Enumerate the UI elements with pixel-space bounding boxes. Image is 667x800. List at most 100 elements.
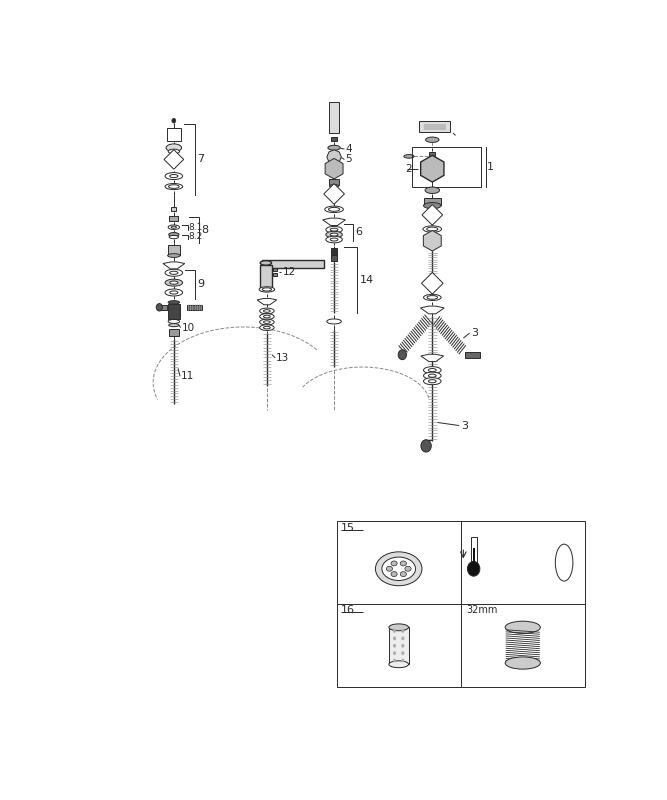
Ellipse shape	[168, 319, 179, 323]
Text: 4: 4	[346, 144, 352, 154]
Ellipse shape	[400, 572, 406, 577]
Bar	[429, 152, 436, 156]
Ellipse shape	[404, 154, 414, 158]
Ellipse shape	[424, 202, 441, 209]
Text: 13: 13	[276, 353, 289, 363]
Polygon shape	[422, 205, 443, 225]
Ellipse shape	[259, 314, 274, 319]
Ellipse shape	[169, 281, 178, 284]
Bar	[473, 548, 475, 565]
Ellipse shape	[424, 366, 441, 374]
Ellipse shape	[169, 174, 178, 178]
Ellipse shape	[428, 369, 436, 372]
Polygon shape	[164, 150, 183, 170]
Ellipse shape	[428, 380, 436, 382]
Ellipse shape	[556, 544, 573, 581]
Ellipse shape	[391, 561, 397, 566]
Polygon shape	[421, 354, 444, 362]
Ellipse shape	[329, 207, 340, 211]
Text: 2: 2	[406, 164, 412, 174]
Ellipse shape	[505, 621, 540, 634]
Ellipse shape	[424, 378, 441, 385]
Polygon shape	[323, 184, 344, 204]
Ellipse shape	[169, 235, 179, 238]
Ellipse shape	[169, 271, 178, 274]
Ellipse shape	[425, 187, 440, 194]
Text: 12: 12	[282, 267, 295, 277]
Ellipse shape	[427, 227, 438, 231]
Text: 8: 8	[201, 225, 208, 234]
Bar	[167, 127, 181, 141]
Bar	[424, 124, 446, 130]
Circle shape	[468, 562, 480, 576]
Bar	[562, 549, 567, 567]
Text: 1: 1	[487, 162, 494, 172]
Bar	[389, 627, 408, 664]
Bar	[273, 268, 277, 271]
Text: 7: 7	[197, 154, 204, 164]
Ellipse shape	[426, 137, 439, 142]
Ellipse shape	[405, 566, 411, 571]
Ellipse shape	[376, 552, 422, 586]
Ellipse shape	[171, 226, 176, 228]
Polygon shape	[325, 158, 343, 179]
Circle shape	[393, 644, 396, 648]
Ellipse shape	[165, 173, 183, 179]
Ellipse shape	[382, 557, 416, 581]
Circle shape	[156, 303, 163, 311]
Ellipse shape	[330, 238, 338, 241]
Text: 3: 3	[461, 421, 468, 430]
Bar	[171, 207, 176, 211]
Ellipse shape	[263, 321, 270, 323]
Polygon shape	[421, 155, 444, 182]
Polygon shape	[257, 298, 277, 305]
Bar	[331, 248, 338, 255]
Ellipse shape	[166, 144, 181, 151]
Circle shape	[393, 629, 396, 633]
Ellipse shape	[263, 326, 270, 329]
Text: 6: 6	[356, 227, 362, 237]
Bar	[337, 521, 585, 687]
Circle shape	[421, 440, 432, 452]
Ellipse shape	[325, 206, 344, 213]
Bar	[331, 255, 338, 261]
Ellipse shape	[169, 324, 179, 326]
Ellipse shape	[168, 149, 179, 154]
Circle shape	[393, 651, 396, 655]
Ellipse shape	[260, 261, 271, 265]
Bar	[167, 246, 180, 254]
Ellipse shape	[391, 572, 397, 577]
Circle shape	[402, 651, 404, 655]
Ellipse shape	[389, 661, 408, 668]
Ellipse shape	[167, 254, 180, 258]
Ellipse shape	[424, 372, 441, 379]
Ellipse shape	[330, 228, 338, 231]
Ellipse shape	[400, 561, 406, 566]
Ellipse shape	[168, 301, 179, 304]
Bar	[470, 537, 477, 564]
Bar	[412, 146, 482, 187]
Ellipse shape	[329, 185, 339, 187]
Ellipse shape	[259, 325, 274, 330]
Bar	[273, 273, 277, 276]
Ellipse shape	[165, 289, 183, 296]
Bar	[158, 305, 167, 310]
Circle shape	[172, 118, 176, 123]
Bar	[465, 352, 480, 358]
Text: 14: 14	[360, 275, 374, 285]
Text: 32mm: 32mm	[466, 606, 498, 615]
Ellipse shape	[169, 233, 179, 237]
Bar	[329, 102, 339, 133]
Ellipse shape	[386, 566, 392, 571]
Text: 8.2: 8.2	[189, 232, 203, 241]
Circle shape	[402, 637, 404, 640]
Text: 15: 15	[341, 523, 355, 534]
Ellipse shape	[168, 225, 179, 230]
Bar	[187, 305, 202, 310]
Ellipse shape	[330, 233, 338, 236]
Bar	[424, 198, 441, 205]
Text: 11: 11	[181, 371, 194, 382]
Text: 10: 10	[181, 322, 195, 333]
Circle shape	[393, 658, 396, 662]
Circle shape	[398, 350, 406, 360]
